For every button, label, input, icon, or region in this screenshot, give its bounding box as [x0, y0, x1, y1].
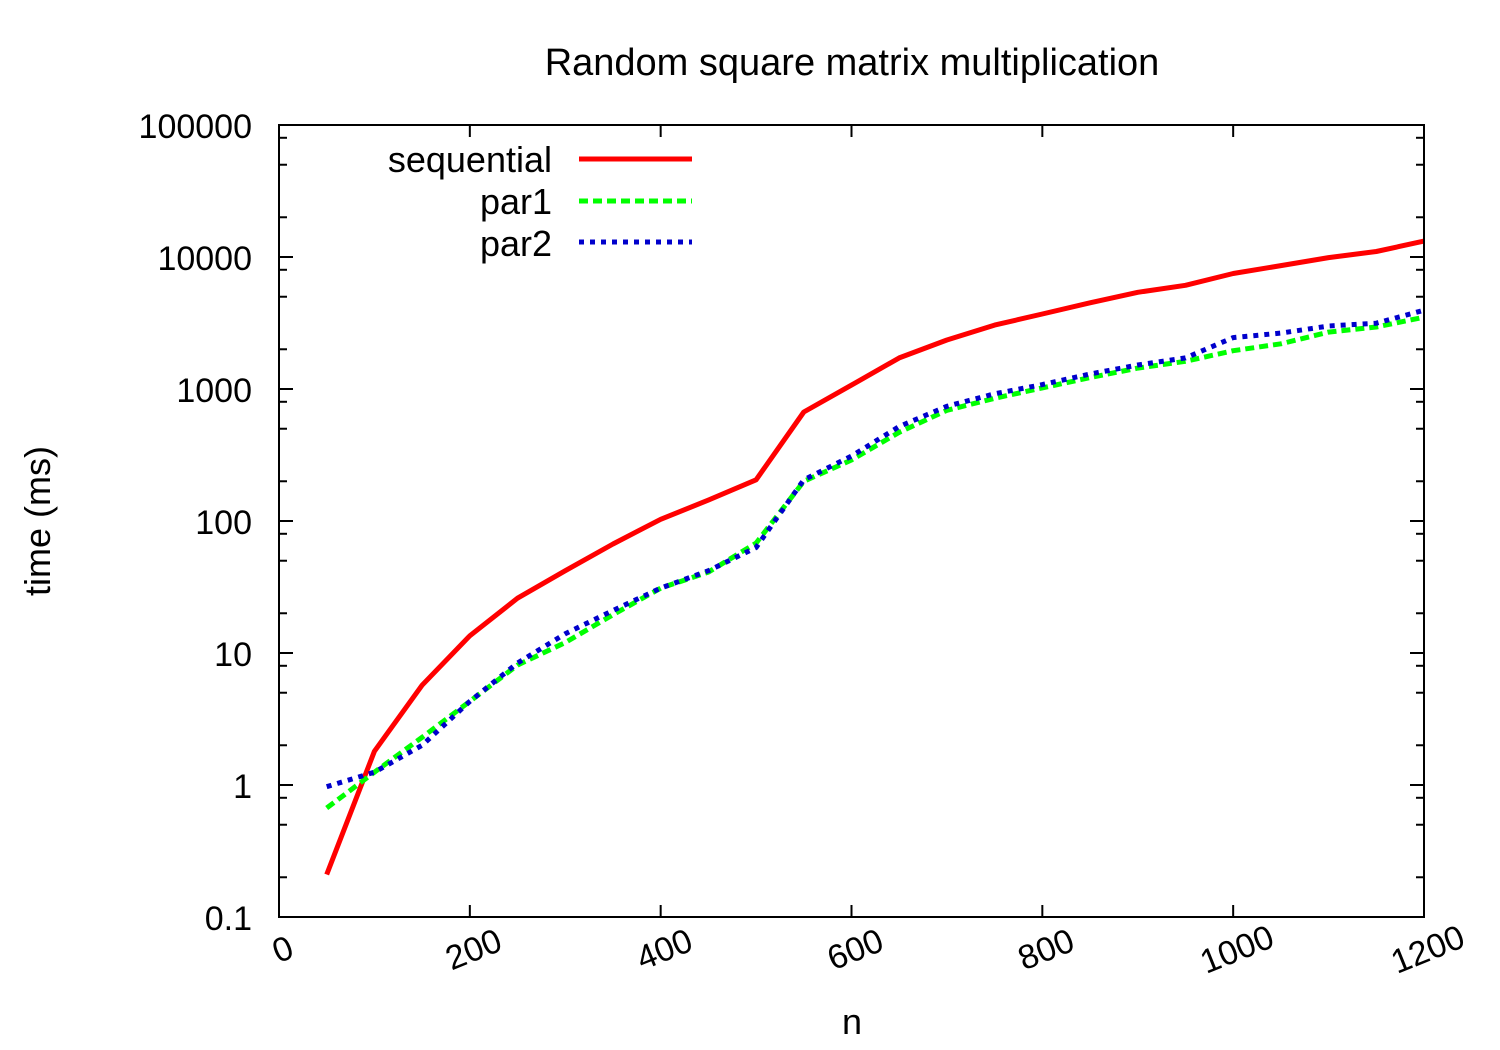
plot-lines [324, 238, 1425, 876]
y-tick-label: 0.1 [205, 900, 252, 938]
chart-title: Random square matrix multiplication [545, 42, 1160, 84]
series-line-par2 [325, 307, 1425, 790]
x-tick-label: 200 [440, 922, 507, 978]
x-tick-label: 800 [1013, 922, 1080, 978]
y-tick-labels: 0.1 1 10 100 1000 10000 100000 [139, 108, 252, 938]
axis-ticks [278, 124, 1425, 918]
plot-frame [278, 124, 1425, 918]
legend-label-par2: par2 [480, 223, 552, 264]
y-tick-label: 10 [214, 636, 252, 674]
series-line-par1 [325, 314, 1425, 810]
x-tick-label: 600 [822, 922, 889, 978]
legend-label-par1: par1 [480, 181, 552, 222]
y-axis-label: time (ms) [17, 446, 58, 596]
x-tick-labels: 0 200 400 600 800 1000 1200 [267, 918, 1470, 982]
series-line-sequential [324, 238, 1425, 876]
y-tick-label: 10000 [157, 240, 252, 278]
x-tick-label: 1000 [1195, 918, 1279, 982]
y-tick-label: 100 [195, 504, 252, 542]
y-tick-label: 1 [233, 768, 252, 806]
x-tick-label: 0 [267, 929, 299, 971]
x-tick-label: 400 [631, 922, 698, 978]
legend-label-sequential: sequential [388, 139, 552, 180]
x-tick-label: 1200 [1386, 918, 1470, 982]
legend: sequential par1 par2 [388, 139, 692, 264]
y-tick-label: 100000 [139, 108, 252, 146]
y-tick-label: 1000 [176, 372, 252, 410]
x-axis-label: n [842, 1001, 862, 1042]
